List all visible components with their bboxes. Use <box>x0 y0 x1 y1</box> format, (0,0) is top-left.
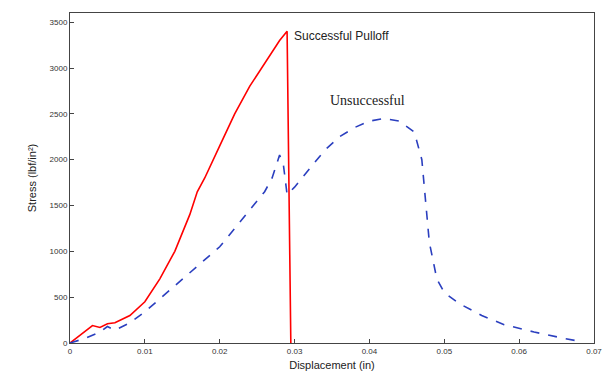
svg-text:3500: 3500 <box>50 18 68 27</box>
svg-text:3000: 3000 <box>50 64 68 73</box>
svg-text:Displacement (in): Displacement (in) <box>289 359 375 371</box>
svg-text:1500: 1500 <box>50 201 68 210</box>
svg-text:Unsuccessful: Unsuccessful <box>330 93 405 108</box>
svg-text:0.02: 0.02 <box>212 347 228 356</box>
svg-text:0.06: 0.06 <box>511 347 527 356</box>
svg-text:0.07: 0.07 <box>586 347 602 356</box>
svg-text:500: 500 <box>54 293 68 302</box>
svg-text:Stress (lbf/in²): Stress (lbf/in²) <box>26 144 38 212</box>
svg-text:1000: 1000 <box>50 247 68 256</box>
svg-text:2500: 2500 <box>50 110 68 119</box>
svg-text:Successful Pulloff: Successful Pulloff <box>294 29 389 43</box>
svg-text:0.05: 0.05 <box>437 347 453 356</box>
svg-text:0.01: 0.01 <box>137 347 153 356</box>
svg-text:2000: 2000 <box>50 155 68 164</box>
svg-text:0: 0 <box>68 347 73 356</box>
svg-text:0.04: 0.04 <box>362 347 378 356</box>
svg-text:0.03: 0.03 <box>287 347 303 356</box>
svg-text:0: 0 <box>63 339 68 348</box>
